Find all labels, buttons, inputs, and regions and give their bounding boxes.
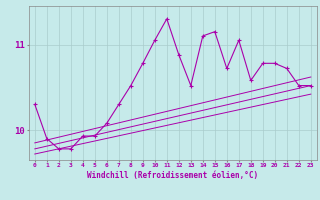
X-axis label: Windchill (Refroidissement éolien,°C): Windchill (Refroidissement éolien,°C) xyxy=(87,171,258,180)
